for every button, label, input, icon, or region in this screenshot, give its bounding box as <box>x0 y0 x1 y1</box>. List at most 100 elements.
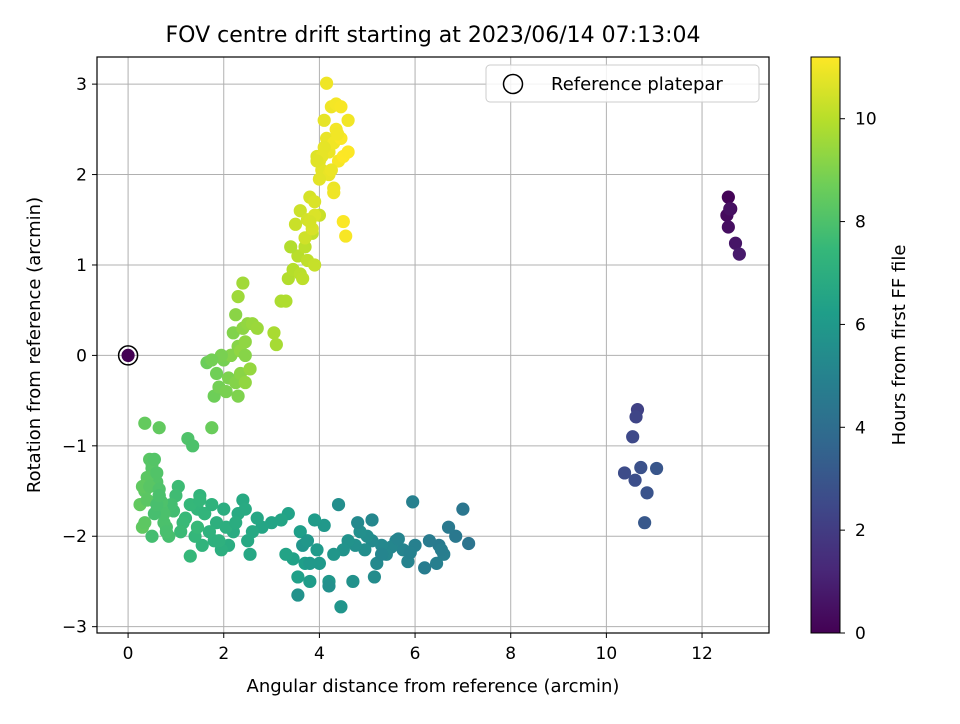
reference-point <box>121 348 135 362</box>
data-point <box>243 547 257 561</box>
data-point <box>334 600 348 614</box>
x-tick-label: 10 <box>596 644 618 664</box>
data-point <box>434 543 448 557</box>
data-point <box>721 190 735 204</box>
data-point <box>331 497 346 512</box>
data-point <box>728 236 743 250</box>
data-point <box>403 545 417 560</box>
x-tick-label: 2 <box>218 644 229 664</box>
data-point <box>303 214 317 229</box>
data-point <box>152 488 166 503</box>
data-point <box>152 421 166 435</box>
data-point <box>351 516 365 530</box>
data-point <box>229 516 243 530</box>
colorbar-tick-label: 6 <box>855 315 866 335</box>
data-point <box>341 113 355 127</box>
data-point <box>138 416 152 430</box>
data-point <box>629 410 643 424</box>
data-point <box>300 534 315 548</box>
data-point <box>267 326 281 340</box>
reference-platepar-marker <box>117 345 139 366</box>
data-point <box>250 321 264 335</box>
data-point <box>212 534 226 548</box>
data-point <box>638 516 652 530</box>
data-point <box>310 154 324 168</box>
data-point <box>327 186 341 200</box>
y-tick-label: −1 <box>62 437 87 457</box>
data-point <box>422 534 437 548</box>
plot-frame <box>96 56 770 634</box>
legend: Reference platepar <box>485 64 760 103</box>
data-point <box>456 502 470 516</box>
y-tick-label: 3 <box>76 75 87 95</box>
data-point <box>219 384 233 399</box>
x-tick-label: 6 <box>410 644 421 664</box>
data-point <box>157 507 171 521</box>
data-point <box>250 511 264 525</box>
data-point <box>243 362 257 376</box>
data-point <box>319 76 334 90</box>
colorbar-gradient <box>810 56 841 634</box>
y-tick-label: 0 <box>76 346 87 366</box>
y-tick-label: −2 <box>62 527 87 547</box>
data-point <box>236 276 250 290</box>
data-point <box>303 574 317 589</box>
data-point <box>296 271 310 286</box>
data-point <box>346 574 360 589</box>
data-point <box>310 543 324 557</box>
data-point <box>293 204 307 218</box>
data-point <box>308 513 322 527</box>
data-point <box>150 466 164 480</box>
data-point <box>291 570 305 584</box>
data-point <box>303 556 317 570</box>
data-point <box>159 525 173 539</box>
data-point <box>209 366 224 381</box>
data-point <box>238 375 252 390</box>
data-point <box>650 461 664 476</box>
data-point <box>339 229 353 243</box>
data-point <box>330 127 345 141</box>
data-point <box>723 202 737 216</box>
colorbar-ticks: 0 2 4 6 8 10 <box>840 110 877 644</box>
data-point <box>317 518 331 532</box>
colorbar-tick-label: 8 <box>855 213 866 233</box>
data-point <box>229 308 243 322</box>
data-point <box>293 525 307 539</box>
data-point <box>327 547 341 561</box>
data-point <box>279 547 293 561</box>
data-point <box>231 290 245 304</box>
data-point <box>308 258 322 272</box>
data-point <box>298 231 312 245</box>
data-point <box>190 520 205 534</box>
data-point <box>626 430 640 444</box>
x-tick-label: 8 <box>505 644 516 664</box>
data-point <box>365 513 379 527</box>
data-point <box>205 421 219 435</box>
data-point <box>336 214 350 229</box>
data-point <box>217 502 231 516</box>
data-point <box>291 588 305 602</box>
data-point <box>298 240 312 254</box>
data-point <box>147 452 161 466</box>
data-point <box>374 547 389 561</box>
chart-title: FOV centre drift starting at 2023/06/14 … <box>166 23 701 48</box>
data-point <box>312 172 327 186</box>
data-point <box>231 389 245 403</box>
data-point <box>308 195 322 209</box>
data-point <box>193 493 207 507</box>
data-point <box>628 473 642 487</box>
data-point <box>634 460 648 475</box>
data-point <box>288 217 303 231</box>
data-points <box>117 76 746 614</box>
x-axis-ticks: 0 2 4 6 8 10 12 <box>123 633 713 664</box>
data-point <box>317 113 331 127</box>
x-tick-label: 12 <box>691 644 713 664</box>
data-point <box>367 570 382 584</box>
data-point <box>312 556 327 570</box>
colorbar-tick-label: 2 <box>855 521 866 541</box>
data-point <box>391 532 405 546</box>
data-point <box>269 337 283 352</box>
data-point <box>449 529 463 543</box>
data-point <box>721 220 735 234</box>
data-point <box>238 502 252 516</box>
